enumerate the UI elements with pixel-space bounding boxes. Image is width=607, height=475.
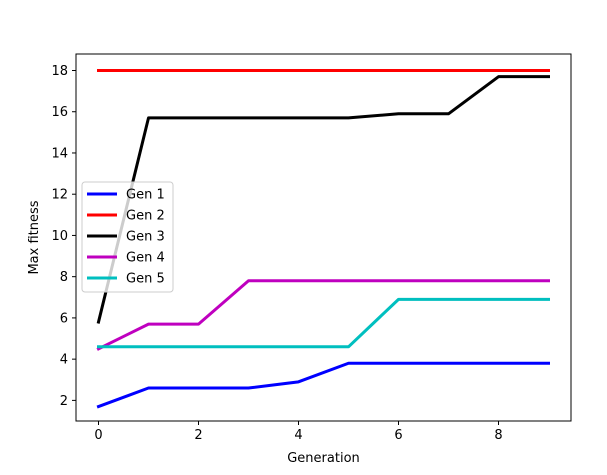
- series-line-gen-3: [96, 75, 550, 324]
- series-line-gen-1: [96, 361, 550, 409]
- legend-label: Gen 3: [126, 230, 165, 245]
- legend-box: [81, 181, 174, 293]
- plot-frame: [75, 53, 572, 422]
- y-tick-label: 14: [51, 146, 68, 161]
- legend-label: Gen 4: [126, 251, 165, 266]
- x-axis-label: Generation: [287, 451, 360, 466]
- x-tick-label: 8: [494, 428, 502, 443]
- legend: Gen 1 Gen 2 Gen 3 Gen 4 Gen 5: [81, 181, 174, 293]
- y-tick-label: 6: [60, 311, 68, 326]
- y-tick-label: 8: [60, 270, 68, 285]
- series-layer: [96, 68, 550, 409]
- series-line-gen-4: [96, 279, 550, 351]
- x-tick-label: 4: [294, 428, 302, 443]
- y-tick-label: 4: [60, 353, 68, 368]
- x-tick-label: 6: [394, 428, 402, 443]
- y-tick-label: 12: [51, 188, 68, 203]
- legend-label: Gen 1: [126, 188, 165, 203]
- x-tick-label: 0: [94, 428, 102, 443]
- legend-label: Gen 2: [126, 209, 165, 224]
- y-tick-label: 16: [51, 105, 68, 120]
- legend-label: Gen 5: [126, 272, 165, 287]
- y-tick-label: 18: [51, 64, 68, 79]
- x-tick-label: 2: [194, 428, 202, 443]
- series-line-gen-5: [97, 297, 550, 349]
- y-tick-label: 10: [51, 229, 68, 244]
- y-tick-label: 2: [60, 394, 68, 409]
- y-axis-label: Max fitness: [27, 200, 42, 274]
- axes-layer: 0 2 4 6 8 2 4 6 8 10 12 14 16 18: [51, 64, 502, 443]
